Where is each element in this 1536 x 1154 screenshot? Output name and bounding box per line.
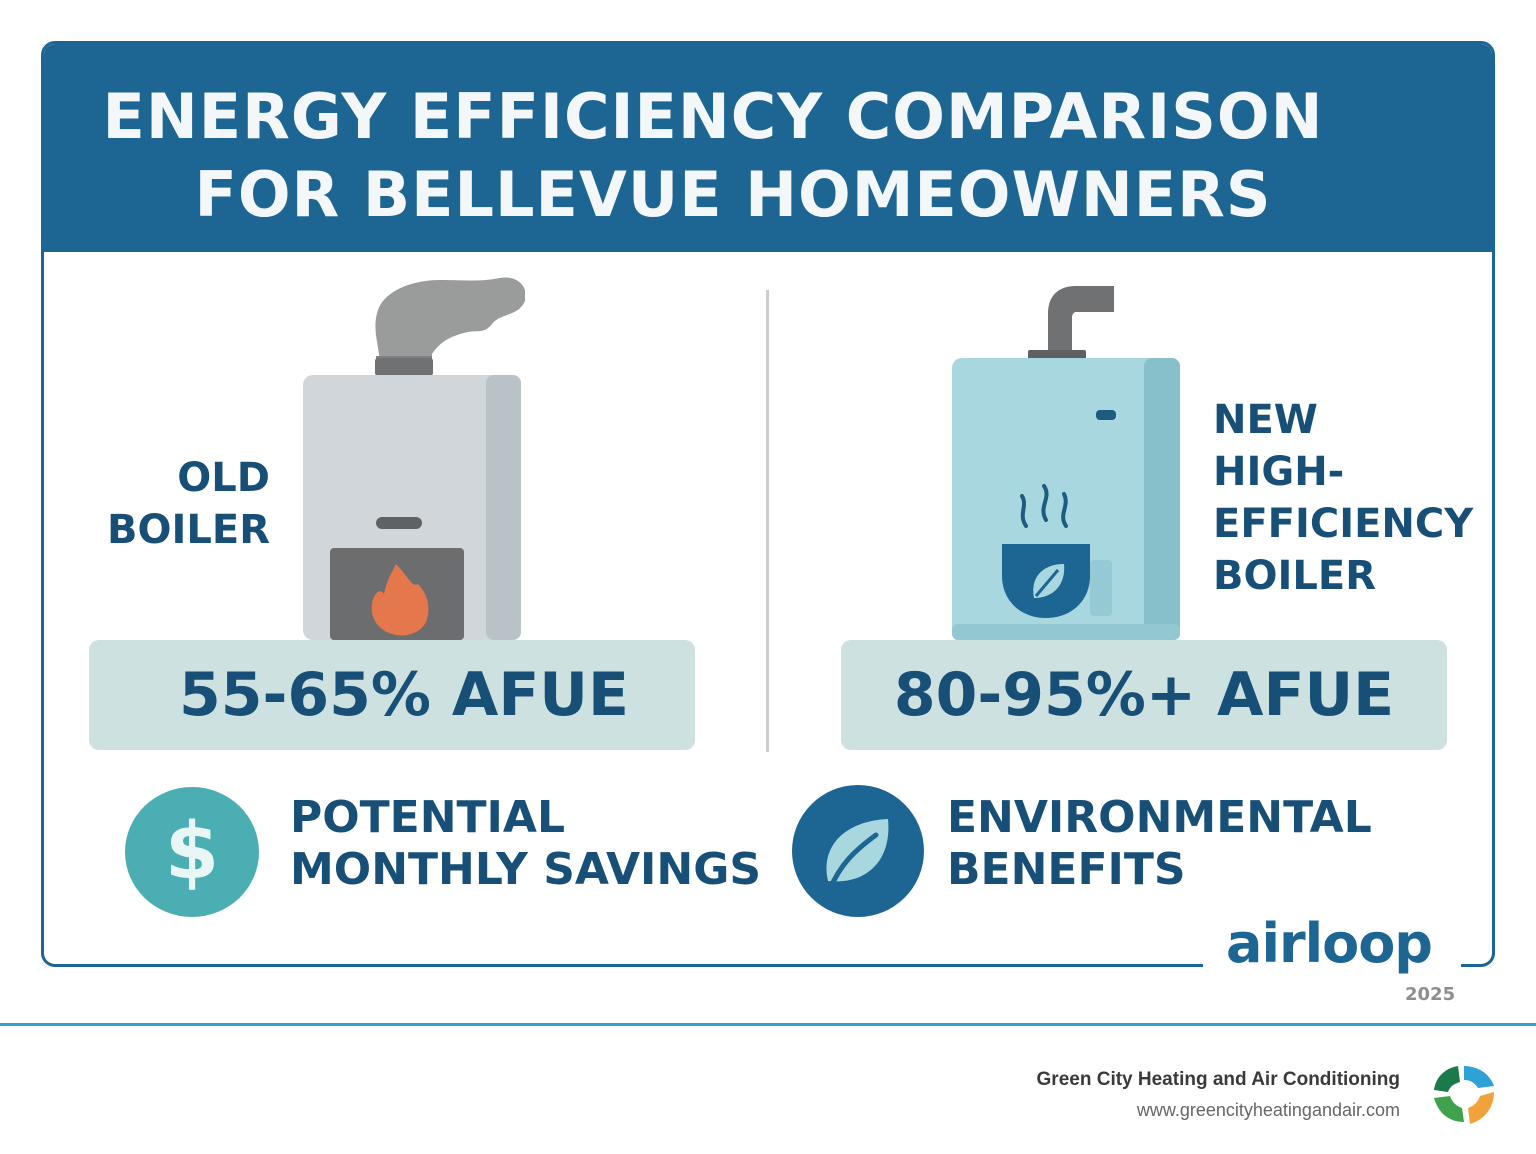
column-divider <box>766 290 769 752</box>
dollar-symbol: $ <box>164 807 220 897</box>
high-efficiency-boiler-icon <box>952 286 1180 640</box>
flame-icon <box>371 564 429 636</box>
new-boiler-label-line-2: HIGH- <box>1213 449 1345 495</box>
savings-line-1: POTENTIAL <box>290 792 566 843</box>
new-boiler-label: NEW HIGH- EFFICIENCY BOILER <box>1213 394 1473 602</box>
title-line-1: ENERGY EFFICIENCY COMPARISON <box>102 80 1324 153</box>
old-boiler-label: OLD BOILER <box>107 452 270 556</box>
new-boiler-label-line-1: NEW <box>1213 397 1318 443</box>
company-url: www.greencityheatingandair.com <box>1136 1100 1400 1120</box>
environment-line-2: BENEFITS <box>947 844 1186 895</box>
infographic-card: ENERGY EFFICIENCY COMPARISON FOR BELLEVU… <box>41 41 1495 967</box>
old-boiler-icon <box>303 277 525 640</box>
leaf-glyph <box>826 819 889 892</box>
flue-pipe <box>1048 286 1114 360</box>
footer-divider <box>0 1023 1536 1026</box>
brand-logo-text: airloop <box>1226 912 1433 975</box>
new-boiler-label-line-3: EFFICIENCY <box>1213 501 1474 547</box>
smoke-plume <box>375 277 525 362</box>
savings-line-2: MONTHLY SAVINGS <box>290 844 762 895</box>
company-name: Green City Heating and Air Conditioning <box>1036 1069 1400 1090</box>
brand-border-gap <box>1203 950 1461 980</box>
new-boiler-afue-value: 80-95%+ AFUE <box>893 660 1395 730</box>
green-city-logo-icon <box>1434 1066 1494 1124</box>
brand-year: 2025 <box>1405 984 1456 1005</box>
leaf-icon <box>792 785 924 917</box>
old-boiler-afue-badge: 55-65% AFUE <box>89 640 695 750</box>
environment-benefit-text: ENVIRONMENTAL BENEFITS <box>947 792 1372 896</box>
old-boiler-label-line-1: OLD <box>177 455 270 501</box>
dollar-icon: $ <box>125 787 259 917</box>
page-title: ENERGY EFFICIENCY COMPARISON FOR BELLEVU… <box>44 78 1492 234</box>
title-line-2: FOR BELLEVUE HOMEOWNERS <box>194 158 1272 231</box>
environment-line-1: ENVIRONMENTAL <box>947 792 1372 843</box>
header-banner: ENERGY EFFICIENCY COMPARISON FOR BELLEVU… <box>44 44 1492 252</box>
new-boiler-afue-badge: 80-95%+ AFUE <box>841 640 1447 750</box>
new-boiler-label-line-4: BOILER <box>1213 553 1376 599</box>
old-boiler-afue-value: 55-65% AFUE <box>178 660 630 730</box>
old-boiler-label-line-2: BOILER <box>107 507 270 553</box>
savings-benefit-text: POTENTIAL MONTHLY SAVINGS <box>290 792 761 896</box>
